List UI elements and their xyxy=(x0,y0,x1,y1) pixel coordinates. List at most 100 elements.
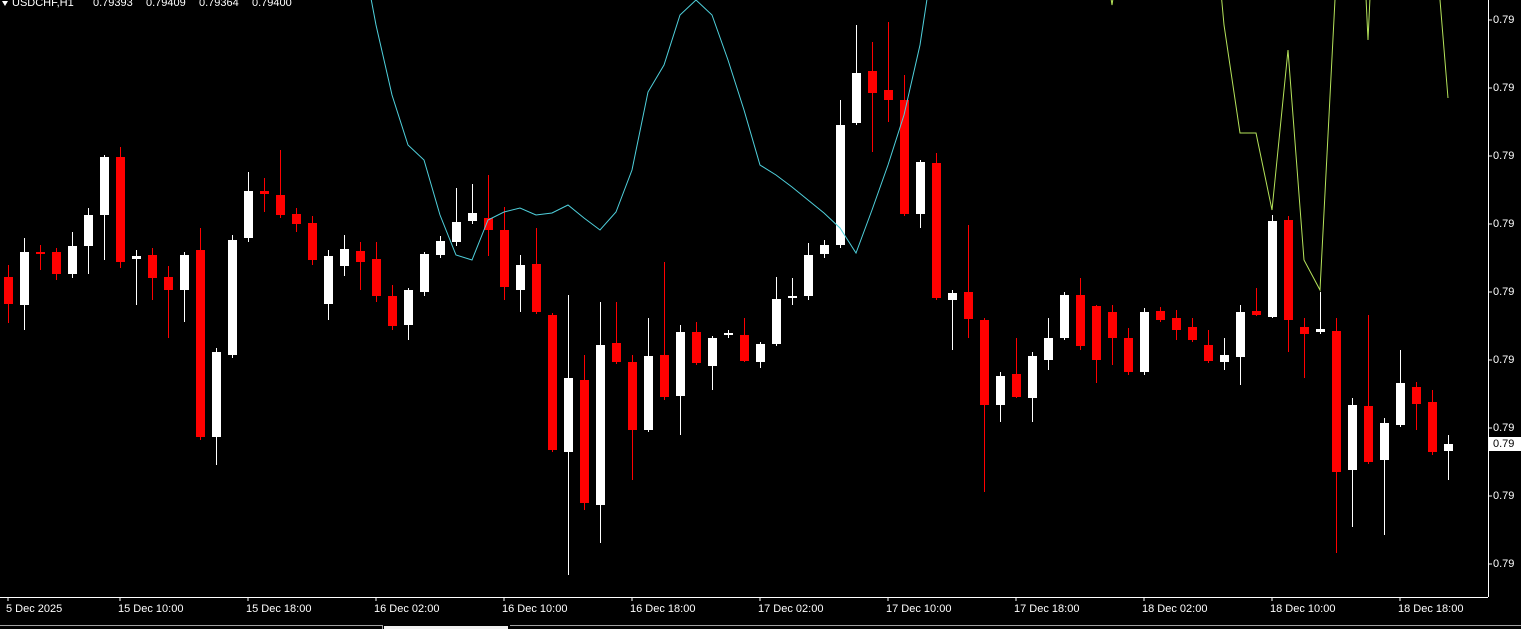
x-tick-label: 18 Dec 02:00 xyxy=(1142,603,1207,615)
x-tick-label: 17 Dec 10:00 xyxy=(886,603,951,615)
y-tick-label: 0.79 xyxy=(1493,82,1514,94)
x-tick-label: 5 Dec 2025 xyxy=(6,603,62,615)
candle-body xyxy=(1348,405,1357,470)
candle-body xyxy=(436,241,445,255)
candle-body xyxy=(996,376,1005,405)
candle-body xyxy=(788,296,797,298)
candle-body xyxy=(468,213,477,221)
header-low: 0.79364 xyxy=(199,0,239,9)
candle-body xyxy=(1044,338,1053,360)
header-high: 0.79409 xyxy=(146,0,186,9)
candle-body xyxy=(1252,311,1261,315)
x-tick-label: 16 Dec 10:00 xyxy=(502,603,567,615)
y-tick-label: 0.79 xyxy=(1493,490,1514,502)
candle-body xyxy=(148,255,157,278)
candle-body xyxy=(1316,329,1325,332)
candle-body xyxy=(916,162,925,214)
candle-body xyxy=(340,249,349,266)
candle-body xyxy=(180,255,189,290)
tab[interactable] xyxy=(384,626,508,629)
candle-body xyxy=(196,250,205,437)
y-tick-label: 0.79 xyxy=(1493,422,1514,434)
x-tick-label: 16 Dec 18:00 xyxy=(630,603,695,615)
candle-body xyxy=(756,344,765,362)
candle-body xyxy=(1300,327,1309,334)
header-symbol: USDCHF,H1 xyxy=(12,0,74,9)
candle-body xyxy=(404,290,413,325)
candle-body xyxy=(964,292,973,319)
last-price-box xyxy=(1489,437,1521,451)
candle-body xyxy=(244,191,253,238)
x-tick-label: 17 Dec 02:00 xyxy=(758,603,823,615)
candle-body xyxy=(1012,374,1021,397)
x-tick-label: 17 Dec 18:00 xyxy=(1014,603,1079,615)
candle-body xyxy=(836,125,845,245)
candle-body xyxy=(212,352,221,437)
candle-body xyxy=(292,214,301,224)
candle-body xyxy=(4,277,13,304)
candle-body xyxy=(692,332,701,363)
x-tick-label: 15 Dec 18:00 xyxy=(246,603,311,615)
candle-body xyxy=(628,362,637,430)
candle-body xyxy=(500,230,509,287)
candle-body xyxy=(1284,220,1293,320)
y-tick-label: 0.79 xyxy=(1493,558,1514,570)
candle-body xyxy=(708,338,717,366)
candle-body xyxy=(1124,338,1133,372)
candle-body xyxy=(1428,402,1437,452)
y-tick-label: 0.79 xyxy=(1493,354,1514,366)
candle-body xyxy=(484,218,493,230)
overlay-line xyxy=(370,0,928,261)
candle-body xyxy=(276,195,285,215)
candle-body xyxy=(260,191,269,194)
candle-body xyxy=(1140,312,1149,372)
candle-body xyxy=(324,256,333,304)
candle-body xyxy=(1412,387,1421,404)
candle-body xyxy=(1268,221,1277,317)
candle-body xyxy=(548,315,557,450)
candle-body xyxy=(1060,295,1069,338)
candle-body xyxy=(452,222,461,242)
candle-body xyxy=(852,73,861,123)
candle-body xyxy=(1204,345,1213,361)
candle-body xyxy=(1108,312,1117,338)
candle-body xyxy=(36,252,45,254)
candle-body xyxy=(68,246,77,274)
candle-body xyxy=(532,264,541,312)
candle-body xyxy=(1380,423,1389,460)
candle-body xyxy=(372,259,381,296)
candle-body xyxy=(1236,312,1245,357)
candle-body xyxy=(1156,311,1165,320)
candle-body xyxy=(900,100,909,214)
candle-body xyxy=(1188,327,1197,340)
x-tick-label: 18 Dec 18:00 xyxy=(1398,603,1463,615)
candle-body xyxy=(20,252,29,305)
candle-body xyxy=(308,223,317,260)
candle-body xyxy=(516,265,525,290)
candle-body xyxy=(1332,331,1341,472)
x-tick-label: 15 Dec 10:00 xyxy=(118,603,183,615)
x-tick-label: 18 Dec 10:00 xyxy=(1270,603,1335,615)
header-close: 0.79400 xyxy=(252,0,292,9)
plot-area xyxy=(4,0,1453,575)
candle-body xyxy=(772,299,781,344)
y-tick-label: 0.79 xyxy=(1493,286,1514,298)
last-price-label: 0.79 xyxy=(1493,438,1514,450)
candle-body xyxy=(580,380,589,503)
candle-body xyxy=(1220,355,1229,362)
candle-body xyxy=(948,293,957,300)
candle-body xyxy=(660,355,669,397)
candle-body xyxy=(804,255,813,296)
candle-body xyxy=(116,157,125,262)
candle-body xyxy=(644,356,653,430)
candle-body xyxy=(564,378,573,452)
candle-body xyxy=(740,335,749,361)
candle-body xyxy=(1028,356,1037,398)
candle-body xyxy=(132,256,141,259)
header-icon xyxy=(2,1,8,6)
candle-body xyxy=(868,71,877,93)
candle-body xyxy=(724,333,733,335)
candle-body xyxy=(884,90,893,100)
